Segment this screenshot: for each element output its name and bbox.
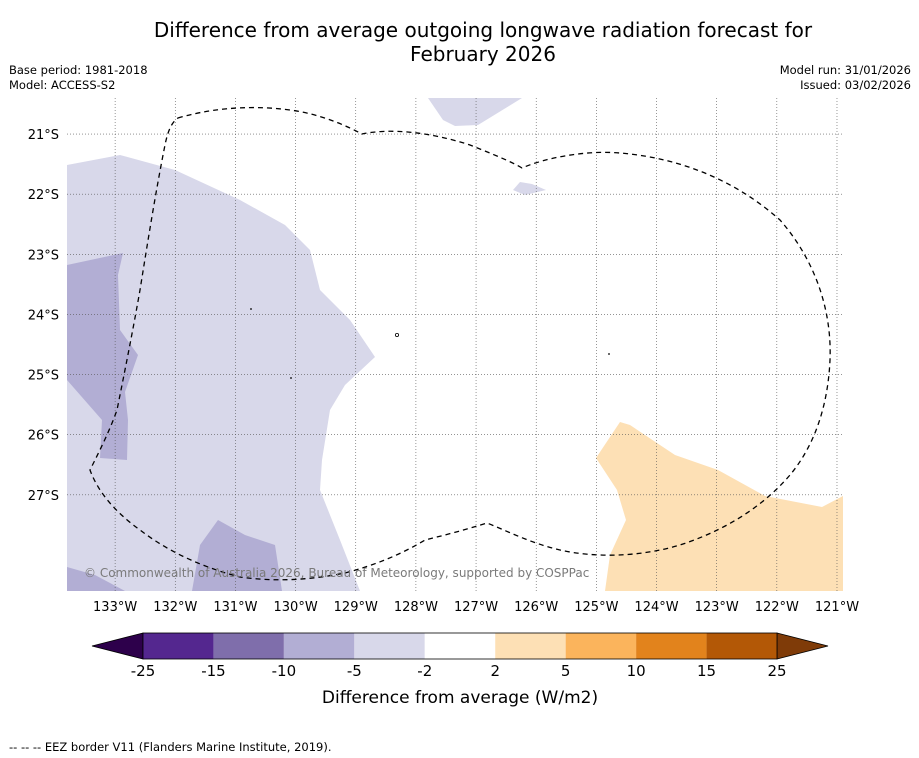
colorbar-tick-label: 5 [561,662,571,680]
colorbar-segment [143,633,214,659]
credit-text: © Commonwealth of Australia 2026, Bureau… [84,566,589,580]
model-name: Model: ACCESS-S2 [9,78,116,92]
title-line-2: February 2026 [410,42,556,66]
lon-tick-label: 130°W [274,600,318,615]
colorbar-segment [565,633,637,659]
meta-right: Model run: 31/01/2026 Issued: 03/02/2026 [780,63,911,93]
lon-tick-label: 123°W [695,600,739,615]
eez-border [89,106,831,581]
colorbar: -25 -15 -10 -5 -2 2 5 10 15 25 [91,632,829,680]
colorbar-tick-label: 15 [697,662,716,680]
region-above-2-southeast [596,422,843,591]
colorbar-tick-label: 10 [627,662,646,680]
model-run: Model run: 31/01/2026 [779,63,911,77]
island-mark [290,377,292,379]
colorbar-segment [283,633,355,659]
colorbar-tick-label: 2 [490,662,500,680]
lon-tick-label: 131°W [213,600,257,615]
lon-tick-label: 129°W [334,600,378,615]
lon-tick-label: 128°W [394,600,438,615]
lat-tick-label: 25°S [28,369,59,384]
lon-tick-label: 122°W [755,600,799,615]
colorbar-tick-label: -2 [417,662,432,680]
colorbar-tick-label: -5 [347,662,362,680]
lon-tick-label: 124°W [634,600,678,615]
meta-left: Base period: 1981-2018 Model: ACCESS-S2 [9,63,148,93]
island-mark [394,332,399,337]
map-title: Difference from average outgoing longwav… [0,18,919,66]
title-line-1: Difference from average outgoing longwav… [153,18,813,42]
issued-date: Issued: 03/02/2026 [800,78,911,92]
colorbar-segment [424,633,496,659]
island-mark [250,308,252,310]
lon-tick-label: 132°W [153,600,197,615]
eez-footnote: -- -- -- EEZ border V11 (Flanders Marine… [9,740,332,754]
colorbar-tick-label: 25 [767,662,786,680]
lon-tick-label: 126°W [514,600,558,615]
base-period: Base period: 1981-2018 [9,63,148,77]
lat-tick-label: 27°S [28,489,59,504]
colorbar-segment [354,633,425,659]
lon-tick-label: 133°W [93,600,137,615]
axis-ticks: 133°W 132°W 131°W 130°W 129°W 128°W 127°W 126°W… [28,128,860,615]
lat-tick-label: 22°S [28,188,59,203]
region-below-5-west [67,253,138,460]
lon-tick-label: 127°W [454,600,498,615]
lon-tick-label: 125°W [574,600,618,615]
gridlines [67,98,843,591]
lat-tick-label: 26°S [28,429,59,444]
lon-tick-label: 121°W [815,600,859,615]
colorbar-segment [213,633,284,659]
colorbar-tick-label: -15 [201,662,226,680]
lat-tick-label: 23°S [28,248,59,263]
lat-tick-label: 24°S [28,308,59,323]
colorbar-segment [706,633,777,659]
region-below-2-top [428,98,522,126]
island-mark [608,353,610,355]
colorbar-tick-label: -25 [131,662,156,680]
colorbar-title: Difference from average (W/m2) [322,688,598,708]
colorbar-tick-label: -10 [272,662,297,680]
colorbar-segment [636,633,707,659]
colorbar-over-arrow [776,632,829,660]
lat-tick-label: 21°S [28,128,59,143]
colorbar-under-arrow [91,632,144,660]
region-below-5-corner [67,567,125,591]
colorbar-frame [142,632,778,660]
colorbar-segment [495,633,566,659]
region-below-2-small [513,182,546,195]
region-below-5-south [192,520,282,591]
